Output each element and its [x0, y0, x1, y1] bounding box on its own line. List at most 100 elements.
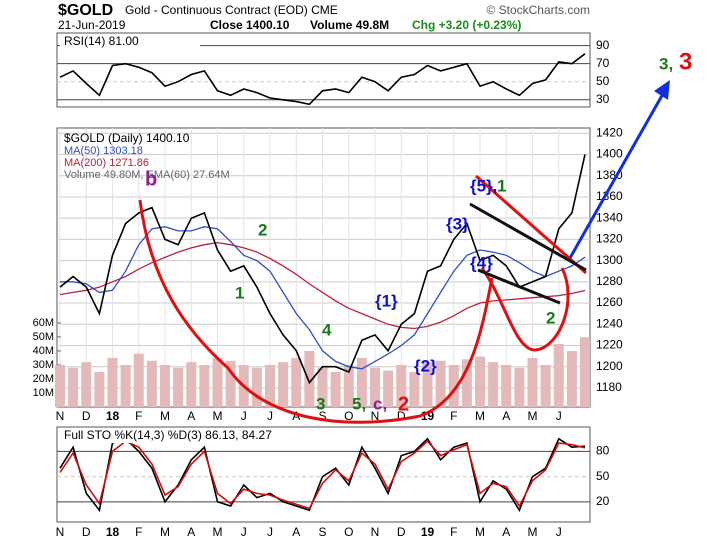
volume-bar: [396, 364, 407, 407]
annotation: 4: [322, 320, 332, 339]
volume-bar: [265, 364, 275, 407]
y-tick-label: 1240: [596, 316, 623, 330]
volume-bar: [160, 364, 170, 407]
x-tick-label: S: [318, 525, 326, 539]
x-tick-label: 19: [421, 525, 435, 539]
x-tick-label: F: [450, 525, 457, 539]
volume-bar: [540, 364, 551, 407]
volume-bar: [370, 367, 380, 407]
volume-bar: [514, 367, 525, 407]
series-line: [59, 440, 586, 510]
y2-tick-label: 40M: [33, 345, 54, 357]
x-tick-label: M: [475, 409, 485, 423]
stoch-legend: Full STO %K(14,3) %D(3) 86.13, 84.27: [64, 428, 272, 442]
series-line: [59, 241, 586, 330]
annotation: 3: [316, 394, 325, 413]
x-tick-label: J: [556, 525, 562, 539]
marks: 9070503011801200122012401260128013001320…: [33, 38, 623, 539]
y-tick-label: 1420: [596, 125, 623, 139]
blue-arrow: [568, 91, 666, 259]
annotation: b: [145, 168, 157, 190]
rsi-legend-bg: [60, 35, 200, 49]
y2-tick-label: 10M: [33, 387, 54, 399]
upper-trendline: [469, 202, 587, 272]
x-tick-label: A: [187, 409, 195, 423]
x-tick-label: N: [56, 525, 65, 539]
y-tick-label: 1200: [596, 359, 623, 373]
x-tick-label: A: [187, 525, 195, 539]
annotation: {1}: [375, 291, 398, 310]
annotation: 3,: [659, 54, 673, 73]
volume-bar: [409, 371, 420, 407]
annotation: 2: [398, 393, 409, 415]
x-tick-label: O: [344, 409, 353, 423]
x-tick-label: J: [267, 409, 273, 423]
volume-bar: [435, 360, 446, 407]
x-tick-label: M: [160, 525, 170, 539]
y-tick-label: 1300: [596, 253, 623, 267]
rsi-legend: RSI(14) 81.00: [64, 34, 139, 48]
red-curve: [138, 199, 494, 424]
x-tick-label: M: [475, 525, 485, 539]
legend-volume: Volume 49.80M, EMA(60) 27.64M: [64, 169, 230, 181]
x-tick-label: N: [371, 409, 380, 423]
annotation: 5,: [352, 394, 366, 413]
volume-bar: [527, 357, 538, 407]
x-tick-label: 18: [106, 409, 120, 423]
y-tick-label: 50: [596, 74, 610, 88]
volume-bar: [146, 360, 157, 407]
y-tick-label: 1180: [596, 380, 622, 394]
volume-bar: [461, 359, 472, 407]
x-tick-label: N: [56, 409, 65, 423]
y2-tick-label: 20M: [33, 373, 54, 385]
drawings: [138, 80, 670, 424]
annotation: 2: [546, 308, 555, 327]
volume-bar: [291, 357, 302, 407]
y-tick-label: 1340: [596, 210, 623, 224]
stoch-legend-bg: [60, 429, 350, 443]
annotation: {3}: [446, 214, 469, 233]
y-tick-label: 90: [596, 38, 610, 52]
x-tick-label: A: [292, 409, 300, 423]
symbol: $GOLD: [58, 2, 113, 19]
red-loop: [480, 267, 570, 352]
volume-bar: [330, 371, 341, 407]
x-tick-label: F: [450, 409, 457, 423]
legend-ma50: MA(50) 1303.18: [64, 145, 143, 157]
x-tick-label: F: [135, 409, 142, 423]
volume-bar: [317, 367, 328, 407]
series-line: [59, 154, 586, 385]
annotation: {2}: [414, 356, 437, 375]
annotation: 1: [497, 176, 506, 195]
volume-bar: [199, 364, 210, 407]
series-line: [59, 53, 586, 106]
x-tick-label: M: [213, 525, 223, 539]
stoch-panel: [56, 426, 591, 523]
x-tick-label: D: [397, 525, 406, 539]
volume: Volume 49.8M: [310, 18, 389, 32]
instrument-name: Gold - Continuous Contract (EOD) CME: [125, 3, 338, 17]
volume-bar: [356, 357, 367, 407]
x-tick-label: M: [528, 409, 538, 423]
x-tick-label: D: [397, 409, 406, 423]
x-tick-label: J: [267, 525, 273, 539]
y-tick-label: 1320: [596, 232, 623, 246]
annotation: c,: [373, 394, 387, 413]
y-tick-label: 80: [596, 444, 610, 458]
x-tick-label: J: [556, 409, 562, 423]
volume-bar: [68, 367, 79, 407]
x-tick-label: A: [502, 409, 510, 423]
volume-bar: [107, 357, 118, 407]
lower-trendline: [477, 268, 561, 305]
x-tick-label: F: [135, 525, 142, 539]
y-tick-label: 50: [596, 469, 610, 483]
x-tick-label: M: [528, 525, 538, 539]
y-tick-label: 1220: [596, 338, 623, 352]
rsi-panel: [56, 32, 591, 108]
legend-ma200: MA(200) 1271.86: [64, 157, 149, 169]
annotation: 1: [235, 283, 244, 302]
y2-tick-label: 30M: [33, 359, 54, 371]
date: 21-Jun-2019: [58, 18, 126, 32]
x-tick-label: S: [318, 409, 326, 423]
